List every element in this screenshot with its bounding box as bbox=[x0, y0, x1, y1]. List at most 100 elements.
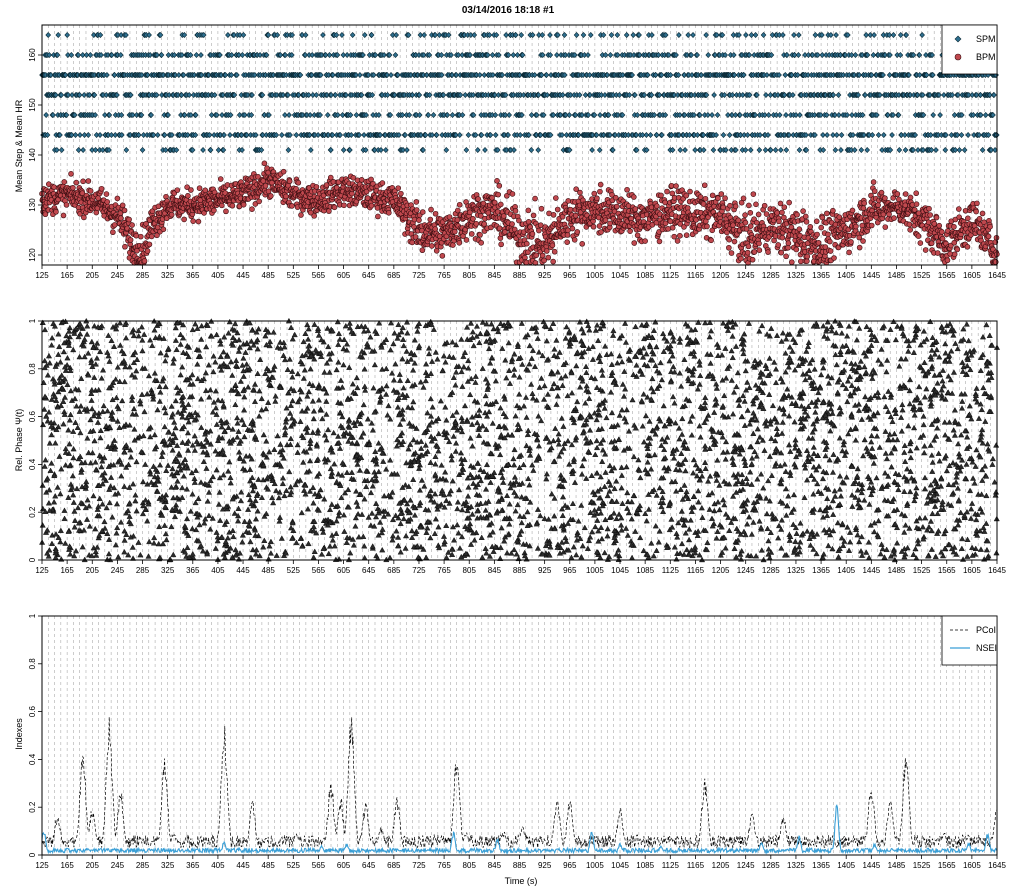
spm-point bbox=[57, 131, 63, 139]
bpm-point bbox=[398, 190, 404, 197]
spm-point bbox=[189, 146, 196, 154]
spm-point bbox=[897, 51, 904, 59]
bpm-point bbox=[68, 171, 74, 177]
spm-point bbox=[92, 146, 99, 154]
spm-point bbox=[81, 131, 88, 139]
spm-point bbox=[181, 111, 188, 119]
bpm-point bbox=[818, 224, 825, 231]
spm-point bbox=[470, 111, 477, 119]
spm-point bbox=[285, 91, 291, 99]
bpm-point bbox=[509, 191, 516, 197]
spm-point bbox=[158, 51, 165, 59]
spm-point bbox=[388, 71, 394, 79]
spm-point bbox=[162, 146, 169, 154]
bpm-point bbox=[654, 203, 660, 209]
bpm-point bbox=[674, 238, 681, 244]
bpm-point bbox=[450, 242, 456, 248]
spm-point bbox=[890, 31, 897, 39]
spm-point bbox=[580, 31, 587, 39]
bpm-point bbox=[720, 204, 726, 211]
spm-point bbox=[146, 31, 152, 39]
bpm-point bbox=[532, 195, 538, 202]
spm-point bbox=[425, 111, 432, 119]
spm-point bbox=[79, 51, 86, 59]
bpm-point bbox=[815, 239, 822, 246]
bpm-point bbox=[419, 209, 426, 215]
spm-point bbox=[396, 131, 402, 139]
bpm-point bbox=[669, 224, 676, 231]
spm-point bbox=[383, 146, 389, 154]
spm-point bbox=[114, 91, 120, 99]
bpm-point bbox=[261, 160, 268, 167]
spm-point bbox=[253, 131, 259, 139]
spm-point bbox=[547, 31, 553, 39]
bpm-point bbox=[129, 222, 135, 228]
spm-point bbox=[54, 146, 60, 154]
spm-point bbox=[302, 51, 309, 59]
spm-point bbox=[161, 131, 168, 139]
bpm-point bbox=[804, 258, 810, 264]
spm-point bbox=[108, 131, 115, 139]
bpm-point bbox=[70, 184, 76, 191]
spm-point bbox=[221, 131, 227, 139]
bpm-point bbox=[701, 182, 708, 189]
bpm-point bbox=[702, 195, 709, 202]
bpm-point bbox=[42, 211, 49, 218]
spm-point bbox=[274, 31, 281, 39]
bpm-point bbox=[428, 243, 435, 249]
bpm-point bbox=[745, 243, 752, 250]
spm-point bbox=[858, 146, 865, 154]
spm-point bbox=[356, 131, 363, 139]
spm-point bbox=[486, 31, 493, 39]
spm-point bbox=[457, 91, 464, 99]
bpm-point bbox=[498, 241, 504, 248]
bpm-point bbox=[831, 255, 837, 261]
spm-point bbox=[409, 91, 416, 99]
spm-point bbox=[776, 111, 783, 119]
spm-point bbox=[597, 111, 603, 119]
spm-point bbox=[765, 111, 772, 119]
spm-point bbox=[502, 111, 509, 119]
spm-point bbox=[309, 51, 316, 59]
bpm-point bbox=[60, 212, 67, 219]
bpm-point bbox=[280, 168, 287, 175]
bpm-point bbox=[813, 218, 820, 225]
spm-point bbox=[173, 146, 180, 154]
spm-point bbox=[376, 111, 382, 119]
bpm-point bbox=[860, 238, 866, 244]
bpm-point bbox=[740, 195, 747, 202]
bpm-point bbox=[627, 228, 633, 234]
spm-point bbox=[100, 146, 106, 154]
bpm-point bbox=[456, 201, 463, 208]
bpm-point bbox=[925, 219, 932, 226]
bpm-point bbox=[781, 204, 788, 211]
bpm-point bbox=[51, 184, 57, 190]
bpm-point bbox=[664, 188, 670, 195]
spm-point bbox=[85, 131, 92, 139]
spm-point bbox=[192, 111, 199, 119]
spm-point bbox=[344, 51, 350, 59]
bpm-point bbox=[409, 239, 415, 246]
spm-point bbox=[153, 91, 160, 99]
spm-point bbox=[228, 51, 235, 59]
spm-point bbox=[752, 31, 759, 39]
spm-point bbox=[147, 51, 153, 59]
spm-point bbox=[930, 111, 937, 119]
spm-point bbox=[339, 111, 346, 119]
bpm-point bbox=[913, 190, 920, 197]
bpm-point bbox=[413, 199, 420, 205]
bpm-point bbox=[856, 244, 863, 251]
spm-point bbox=[347, 111, 354, 119]
bpm-point bbox=[85, 178, 92, 184]
spm-point bbox=[795, 51, 802, 59]
bpm-point bbox=[240, 201, 247, 208]
spm-point bbox=[277, 51, 284, 59]
spm-point bbox=[961, 146, 968, 154]
bpm-point bbox=[882, 224, 889, 230]
spm-point bbox=[53, 91, 59, 99]
bpm-point bbox=[463, 237, 470, 243]
bpm-point bbox=[551, 248, 558, 255]
bpm-point bbox=[81, 214, 87, 221]
bpm-point bbox=[665, 226, 671, 232]
spm-point bbox=[395, 71, 401, 79]
